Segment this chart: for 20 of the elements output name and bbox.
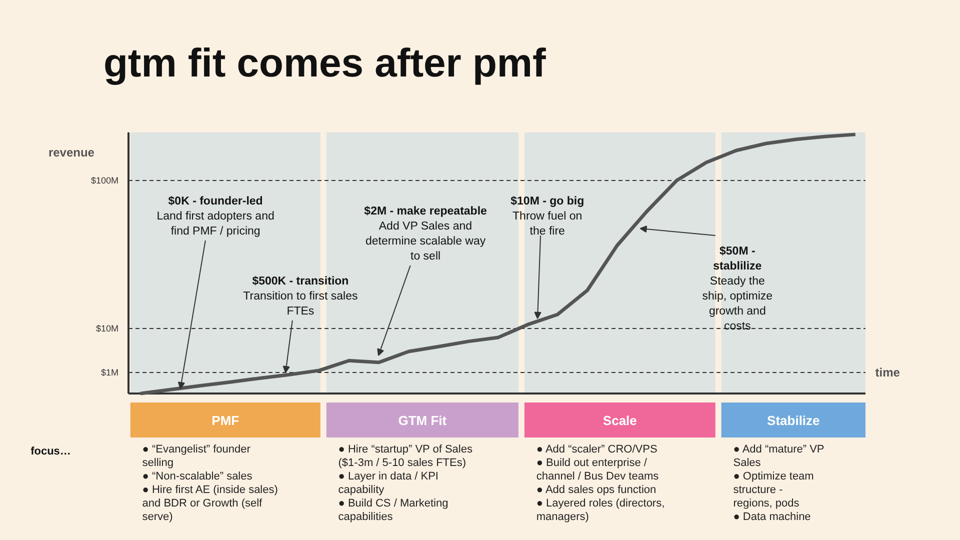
- text: ● Add “mature” VP Sales ● Optimize team structure - regions, pods ● Data machine: [733, 444, 824, 523]
- text: Scale: [602, 413, 637, 428]
- x-axis-title: time: [875, 366, 900, 380]
- annotation: $50M - stablilize Steady the ship, optimize growth and costs: [702, 246, 773, 333]
- text: GTM Fit: [398, 413, 448, 428]
- text: focus…: [30, 446, 71, 458]
- annotation: $2M - make repeatable Add VP Sales and determine scalable way to sell: [364, 205, 487, 262]
- ref-line-label: $100M: [90, 176, 119, 186]
- text: Stabilize: [767, 413, 820, 428]
- y-axis-title: revenue: [48, 146, 95, 160]
- text: PMF: [212, 413, 240, 428]
- annotation: $500K - transition Transition to first sales FTEs: [243, 275, 358, 318]
- text: ● Hire “startup” VP of Sales ($1-3m / 5-10 sales FTEs) ● Layer in data / KPI capability ● Build CS / Marketing capabilities: [338, 444, 473, 523]
- annotation: $0K - founder-led Land first adopters and find PMF / pricing: [156, 196, 274, 238]
- ref-line-label: $1M: [100, 368, 118, 378]
- annotation: $10M - go big Throw fuel on the fire: [510, 196, 584, 238]
- ref-line-label: $10M: [96, 323, 118, 334]
- text: ● “Evangelist” founder selling ● “Non-scalable” sales ● Hire first AE (inside sales) and BDR or Growth (self serve): [142, 444, 278, 523]
- chart-title: gtm fit comes after pmf: [104, 42, 546, 86]
- text: ● Add “scaler” CRO/VPS ● Build out enterprise / channel / Bus Dev teams ● Add sales ops function ● Layered roles (directors, managers): [536, 444, 665, 523]
